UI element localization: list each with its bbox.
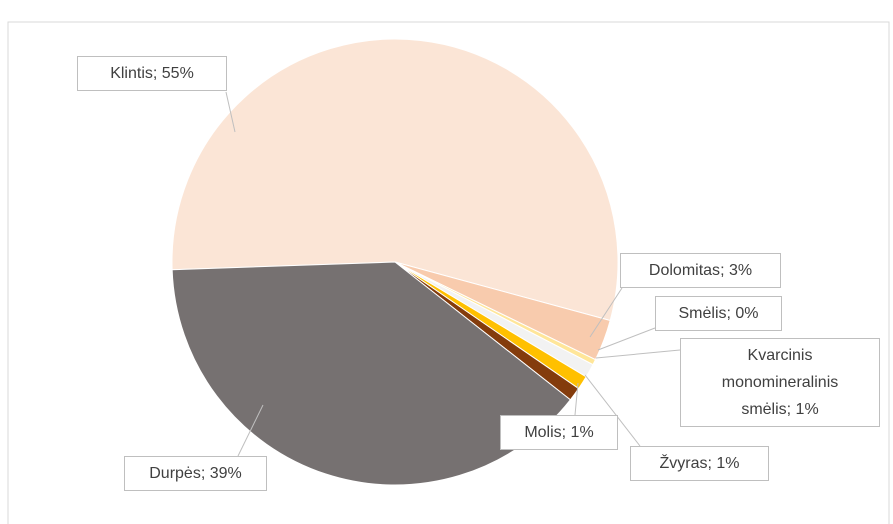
leader-line	[584, 374, 641, 447]
label-value: 39%	[209, 465, 242, 482]
label-category: Dolomitas	[648, 262, 721, 279]
leader-line	[237, 404, 264, 457]
label-category: Durpės	[149, 465, 201, 482]
data-label: Durpės; 39%	[124, 456, 267, 491]
label-value: 55%	[161, 65, 194, 82]
label-category: Klintis	[110, 65, 153, 82]
data-label: Smėlis; 0%	[655, 296, 782, 331]
label-value: 0%	[735, 305, 759, 322]
label-category: Žvyras	[659, 455, 708, 472]
data-label: Dolomitas; 3%	[620, 253, 781, 288]
label-value: 3%	[728, 262, 753, 279]
label-value: 1%	[795, 401, 819, 418]
leader-line	[225, 91, 236, 133]
label-category: Molis	[524, 424, 562, 441]
data-label: Žvyras; 1%	[630, 446, 769, 481]
label-category: Kvarcinis monomineralinis smėlis	[721, 347, 839, 418]
leader-line	[597, 327, 656, 351]
data-label: Kvarcinis monomineralinis smėlis; 1%	[680, 338, 880, 427]
pie-slice	[171, 38, 619, 322]
chart-frame	[7, 21, 890, 524]
leader-line	[589, 287, 623, 338]
label-category: Smėlis	[678, 305, 727, 322]
data-label: Klintis; 55%	[77, 56, 227, 91]
leader-line	[595, 349, 681, 359]
data-label: Molis; 1%	[500, 415, 618, 450]
leader-line	[574, 382, 579, 416]
label-value: 1%	[716, 455, 740, 472]
label-value: 1%	[570, 424, 594, 441]
